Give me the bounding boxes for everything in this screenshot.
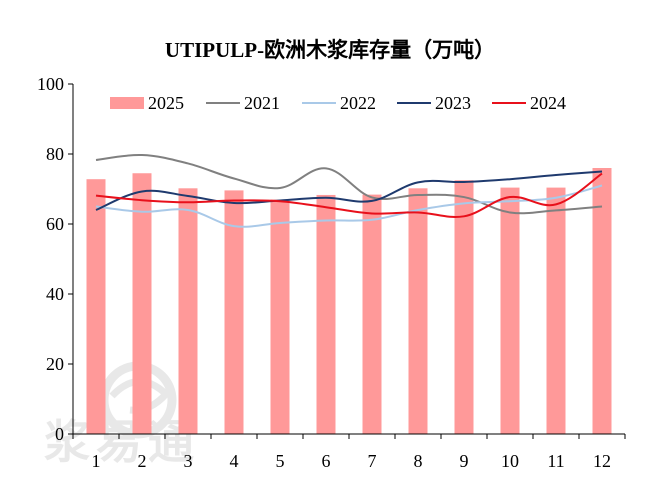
y-tick-label-100: 100: [37, 74, 64, 94]
legend-label-2024: 2024: [530, 93, 566, 113]
x-axis-ticks: 1 2 3 4 5 6 7 8 9 10 11 12: [72, 434, 626, 471]
bar-2025-10: [500, 187, 520, 434]
line-series-2022: [95, 184, 603, 228]
x-tick-label-7: 7: [368, 451, 377, 471]
y-tick-label-80: 80: [46, 144, 64, 164]
x-tick-label-9: 9: [460, 451, 469, 471]
y-tick-label-40: 40: [46, 284, 64, 304]
line-series-2021: [95, 154, 603, 215]
bar-2025-1: [86, 179, 106, 434]
legend-label-2023: 2023: [435, 93, 471, 113]
x-tick-label-3: 3: [184, 451, 193, 471]
x-tick-label-4: 4: [230, 451, 239, 471]
legend-label-2021: 2021: [244, 93, 280, 113]
x-tick-label-1: 1: [92, 451, 101, 471]
bar-2025-7: [362, 194, 382, 434]
x-tick-label-5: 5: [276, 451, 285, 471]
svg-text:浆易通: 浆易通: [44, 415, 200, 469]
legend-swatch-2025: [110, 97, 144, 109]
line-series-2024: [95, 172, 603, 218]
bar-2025-5: [270, 199, 290, 434]
watermark-logo: 浆易通: [44, 361, 200, 469]
bar-2025-8: [408, 188, 428, 434]
bar-series-2025: [86, 168, 612, 434]
legend: 2025 2021 2022 2023 2024: [110, 93, 566, 113]
chart-title: UTIPULP-欧洲木浆库存量（万吨）: [165, 38, 495, 62]
line-series-group: [95, 154, 603, 228]
y-axis-ticks: 0 20 40 60 80 100: [37, 74, 73, 444]
bar-2025-6: [316, 194, 336, 434]
bar-2025-4: [224, 190, 244, 434]
bar-2025-11: [546, 187, 566, 434]
legend-label-2025: 2025: [148, 93, 184, 113]
y-tick-label-0: 0: [55, 424, 64, 444]
line-series-2023: [95, 170, 603, 211]
x-tick-label-2: 2: [138, 451, 147, 471]
bar-2025-3: [178, 188, 198, 434]
x-tick-label-8: 8: [414, 451, 423, 471]
x-tick-label-11: 11: [547, 451, 564, 471]
bar-2025-12: [592, 168, 612, 434]
bar-2025-9: [454, 180, 474, 434]
y-tick-label-20: 20: [46, 354, 64, 374]
legend-label-2022: 2022: [340, 93, 376, 113]
y-tick-label-60: 60: [46, 214, 64, 234]
x-tick-label-12: 12: [593, 451, 611, 471]
bar-2025-2: [132, 173, 152, 434]
x-tick-label-10: 10: [501, 451, 519, 471]
x-tick-label-6: 6: [322, 451, 331, 471]
